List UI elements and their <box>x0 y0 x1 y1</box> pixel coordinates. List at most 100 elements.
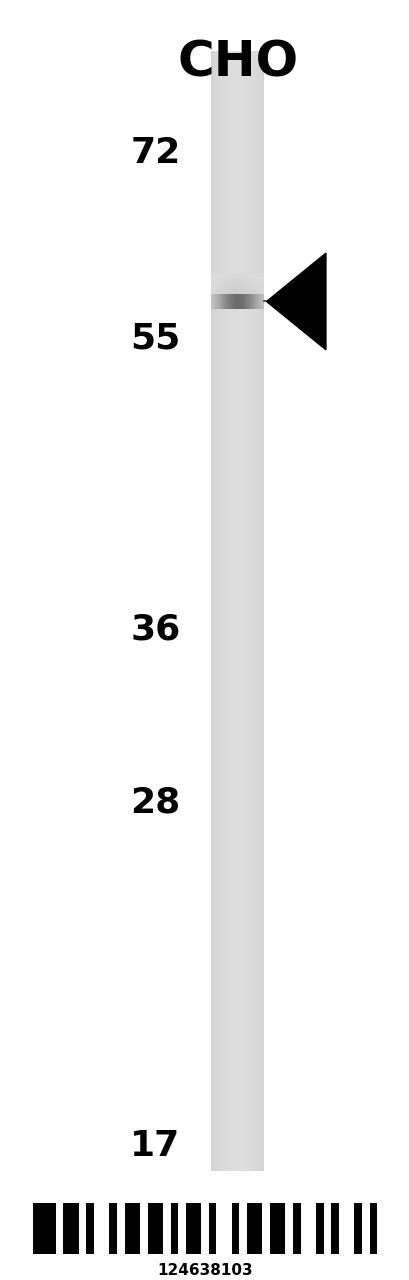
Bar <box>253 279 254 284</box>
Bar <box>258 284 259 289</box>
Bar <box>228 51 229 1171</box>
Bar <box>244 294 245 308</box>
Bar <box>221 289 222 294</box>
Bar <box>255 274 256 279</box>
Bar <box>215 289 216 294</box>
Bar <box>221 284 222 289</box>
Bar <box>246 294 247 308</box>
Bar <box>226 279 227 284</box>
Bar <box>260 294 261 308</box>
Bar <box>262 294 263 308</box>
Bar <box>261 279 262 284</box>
Bar <box>243 284 244 289</box>
Bar <box>222 279 223 284</box>
Bar <box>219 294 220 308</box>
Bar <box>255 279 256 284</box>
Bar <box>260 51 261 1171</box>
Bar <box>225 51 226 1171</box>
Bar <box>228 274 229 279</box>
Bar <box>212 274 213 279</box>
Bar <box>239 284 240 289</box>
Bar <box>230 289 231 294</box>
Bar <box>258 279 259 284</box>
Bar <box>231 274 232 279</box>
Bar <box>270 1203 285 1254</box>
Bar <box>212 279 213 284</box>
Bar <box>109 1203 117 1254</box>
Bar <box>253 294 254 308</box>
Bar <box>234 279 235 284</box>
Bar <box>147 1203 162 1254</box>
Bar <box>252 289 253 294</box>
Bar <box>262 289 263 294</box>
Bar <box>211 284 212 289</box>
Bar <box>246 279 247 284</box>
Bar <box>234 294 235 308</box>
Bar <box>226 51 227 1171</box>
Bar <box>213 294 214 308</box>
Bar <box>227 289 228 294</box>
Bar <box>247 284 248 289</box>
Bar <box>252 284 253 289</box>
Bar <box>212 51 213 1171</box>
Text: 55: 55 <box>130 321 180 355</box>
Bar <box>236 279 237 284</box>
Bar <box>232 279 233 284</box>
Bar <box>243 289 244 294</box>
Bar <box>170 1203 178 1254</box>
Bar <box>63 1203 79 1254</box>
Bar <box>234 51 235 1171</box>
Bar <box>236 289 237 294</box>
Bar <box>248 279 249 284</box>
Bar <box>217 279 218 284</box>
Bar <box>248 294 249 308</box>
Bar <box>251 284 252 289</box>
Bar <box>250 289 251 294</box>
Bar <box>231 1203 239 1254</box>
Bar <box>248 51 249 1171</box>
Bar <box>220 284 221 289</box>
Bar <box>212 289 213 294</box>
Bar <box>262 51 263 1171</box>
Bar <box>242 284 243 289</box>
Bar <box>223 279 224 284</box>
Text: 36: 36 <box>130 613 180 646</box>
Text: 17: 17 <box>130 1129 180 1162</box>
Bar <box>211 51 212 1171</box>
Bar <box>237 274 238 279</box>
Bar <box>238 284 239 289</box>
Bar <box>230 274 231 279</box>
Bar <box>253 289 254 294</box>
Bar <box>259 289 260 294</box>
Bar <box>259 284 260 289</box>
Bar <box>254 274 255 279</box>
Bar <box>238 294 239 308</box>
Bar <box>222 289 223 294</box>
Bar <box>234 284 235 289</box>
Bar <box>251 274 252 279</box>
Bar <box>221 279 222 284</box>
Bar <box>260 284 261 289</box>
Bar <box>227 294 228 308</box>
Bar <box>185 1203 201 1254</box>
Bar <box>213 279 214 284</box>
Bar <box>216 289 217 294</box>
Bar <box>233 294 234 308</box>
Bar <box>251 289 252 294</box>
Bar <box>256 51 257 1171</box>
Bar <box>226 284 227 289</box>
Bar <box>255 289 256 294</box>
Bar <box>249 279 250 284</box>
Bar <box>245 289 246 294</box>
Bar <box>216 51 217 1171</box>
Bar <box>216 274 217 279</box>
Bar <box>237 279 238 284</box>
Bar <box>253 274 254 279</box>
Bar <box>222 294 223 308</box>
Bar <box>231 284 232 289</box>
Bar <box>263 274 264 279</box>
Bar <box>256 284 257 289</box>
Bar <box>227 51 228 1171</box>
Bar <box>227 279 228 284</box>
Bar <box>249 284 250 289</box>
